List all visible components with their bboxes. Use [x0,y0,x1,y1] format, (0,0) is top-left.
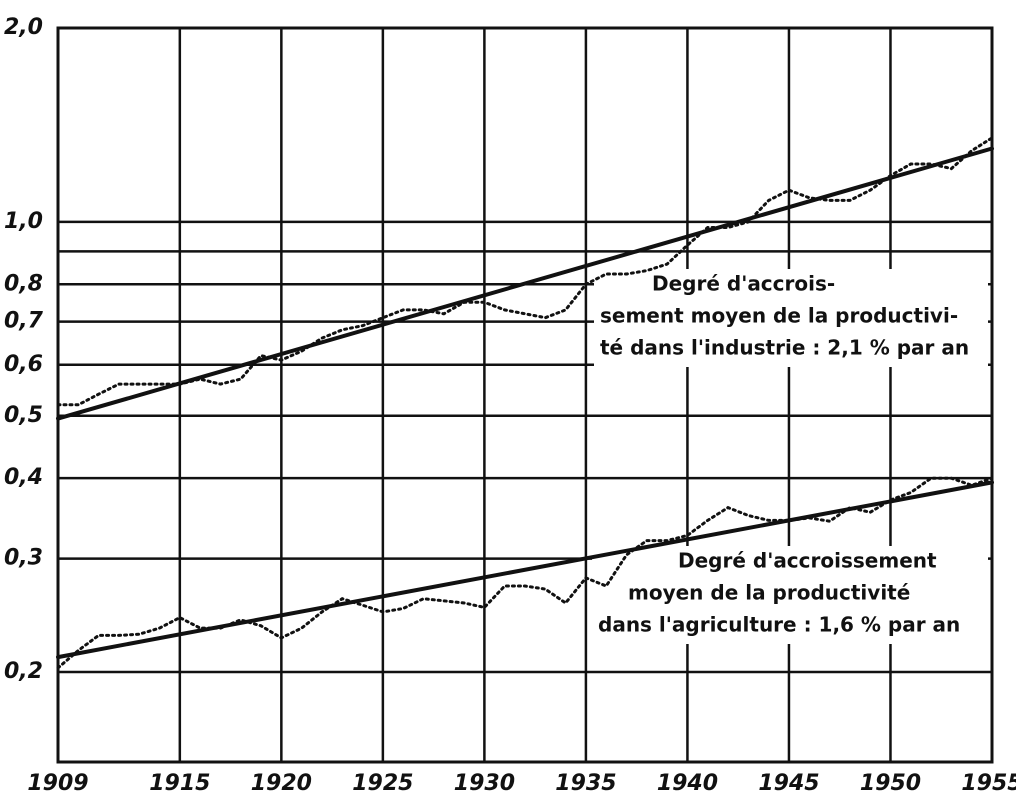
annotation: Degré d'accrois- [652,272,835,296]
x-tick-label: 1940 [657,771,718,796]
x-tick-label: 1915 [149,771,210,796]
annotation: dans l'agriculture : 1,6 % par an [598,613,960,637]
plot-frame [56,26,994,764]
x-tick-label: 1930 [454,771,515,796]
x-tick-label: 1950 [860,771,921,796]
y-tick-label: 0,3 [4,546,43,571]
x-tick-label: 1955 [961,771,1016,796]
y-tick-label: 0,5 [4,403,43,428]
y-tick-label: 0,6 [4,352,43,377]
trend-line [56,146,994,421]
x-tick-label: 1925 [352,771,413,796]
trend-line [56,480,994,660]
annotation: moyen de la productivité [628,581,910,605]
y-tick-label: 0,7 [4,309,44,334]
annotation-background [594,269,988,367]
x-tick-label: 1909 [27,771,88,796]
annotation: sement moyen de la productivi- [600,304,958,328]
x-tick-label: 1935 [555,771,616,796]
annotation: Degré d'accroissement [678,549,937,573]
annotation-background [592,546,988,644]
dotted-line [56,136,994,407]
annotation: té dans l'industrie : 2,1 % par an [600,336,969,360]
y-tick-label: 2,0 [4,15,43,40]
y-tick-label: 0,8 [4,271,43,296]
y-tick-label: 0,4 [4,465,43,490]
x-tick-label: 1920 [251,771,312,796]
y-tick-label: 1,0 [4,209,43,234]
y-tick-label: 0,2 [4,659,43,684]
x-tick-label: 1945 [758,771,819,796]
